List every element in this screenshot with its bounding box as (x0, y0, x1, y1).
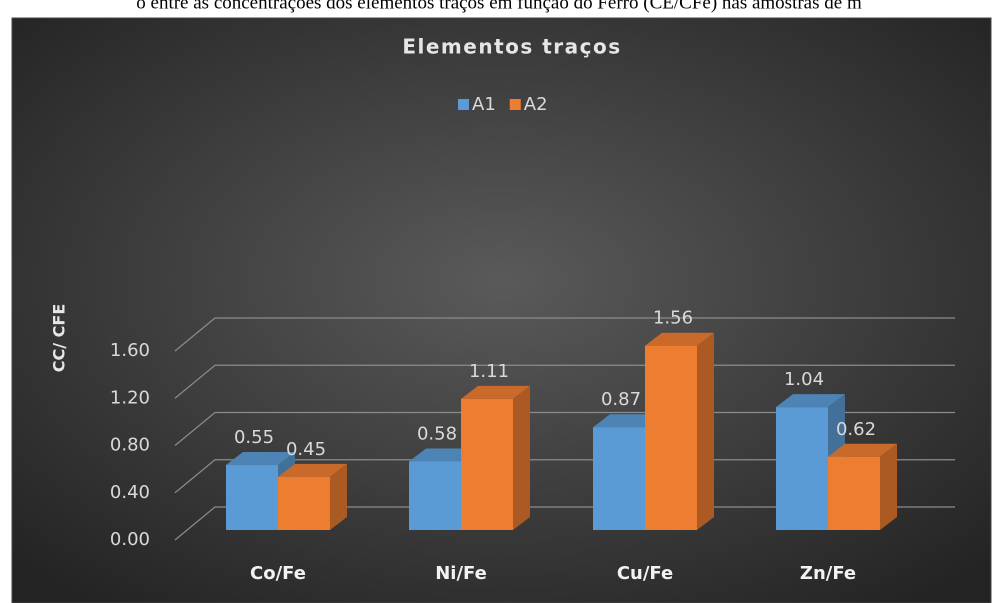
data-label: 1.11 (469, 361, 509, 382)
bar-top (828, 443, 897, 457)
y-axis-label: CC/ CFE (50, 304, 69, 373)
legend-swatch (458, 99, 469, 110)
y-tick-label: 1.20 (110, 387, 150, 408)
chart-title: Elementos traços (402, 35, 621, 59)
x-tick-label: Cu/Fe (617, 563, 673, 584)
legend-label: A1 (472, 94, 496, 115)
data-label: 1.04 (784, 369, 824, 390)
y-tick-label: 0.40 (110, 482, 150, 503)
data-label: 1.56 (653, 308, 693, 329)
y-tick-label: 0.80 (110, 435, 150, 456)
bar-top (409, 448, 478, 462)
bar-side (513, 385, 530, 530)
data-label: 0.58 (417, 423, 457, 444)
x-tick-label: Ni/Fe (435, 563, 487, 584)
bar-top (226, 452, 295, 466)
data-label: 0.45 (286, 439, 326, 460)
bar-side (880, 443, 897, 530)
data-label: 0.62 (836, 419, 876, 440)
bar (645, 345, 697, 530)
x-tick-label: Co/Fe (250, 563, 306, 584)
grid-line (174, 317, 955, 352)
bar-top (461, 385, 530, 399)
bar (409, 461, 461, 530)
bar (776, 407, 828, 530)
y-tick-label: 1.60 (110, 340, 150, 361)
bar-side (330, 463, 347, 530)
bar-top (278, 463, 347, 477)
bar-top (776, 394, 845, 408)
bar-side (697, 332, 714, 530)
bar (828, 456, 880, 530)
caption: o entre as concentrações dos elementos t… (136, 0, 862, 13)
data-label: 0.55 (234, 427, 274, 448)
bar (593, 427, 645, 530)
legend-label: A2 (524, 94, 548, 115)
x-tick-label: Zn/Fe (800, 563, 856, 584)
bar (278, 476, 330, 530)
bar-top (593, 414, 662, 428)
bar (226, 465, 278, 530)
data-label: 0.87 (601, 389, 641, 410)
legend-swatch (509, 99, 521, 110)
bar (461, 398, 513, 530)
y-tick-label: 0.00 (110, 529, 150, 550)
bar-top (645, 332, 714, 346)
